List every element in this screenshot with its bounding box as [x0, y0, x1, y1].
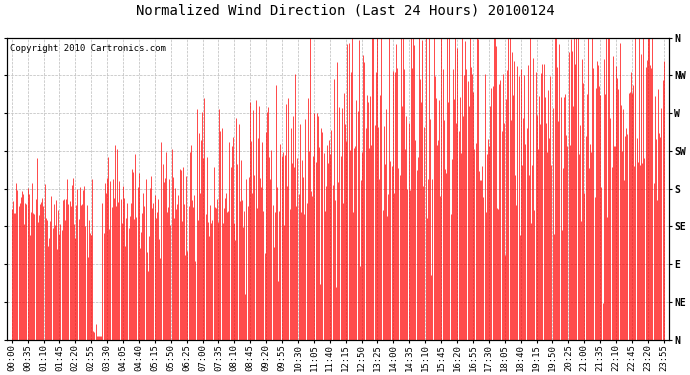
Text: Copyright 2010 Cartronics.com: Copyright 2010 Cartronics.com — [10, 44, 166, 52]
Text: Normalized Wind Direction (Last 24 Hours) 20100124: Normalized Wind Direction (Last 24 Hours… — [136, 4, 554, 18]
